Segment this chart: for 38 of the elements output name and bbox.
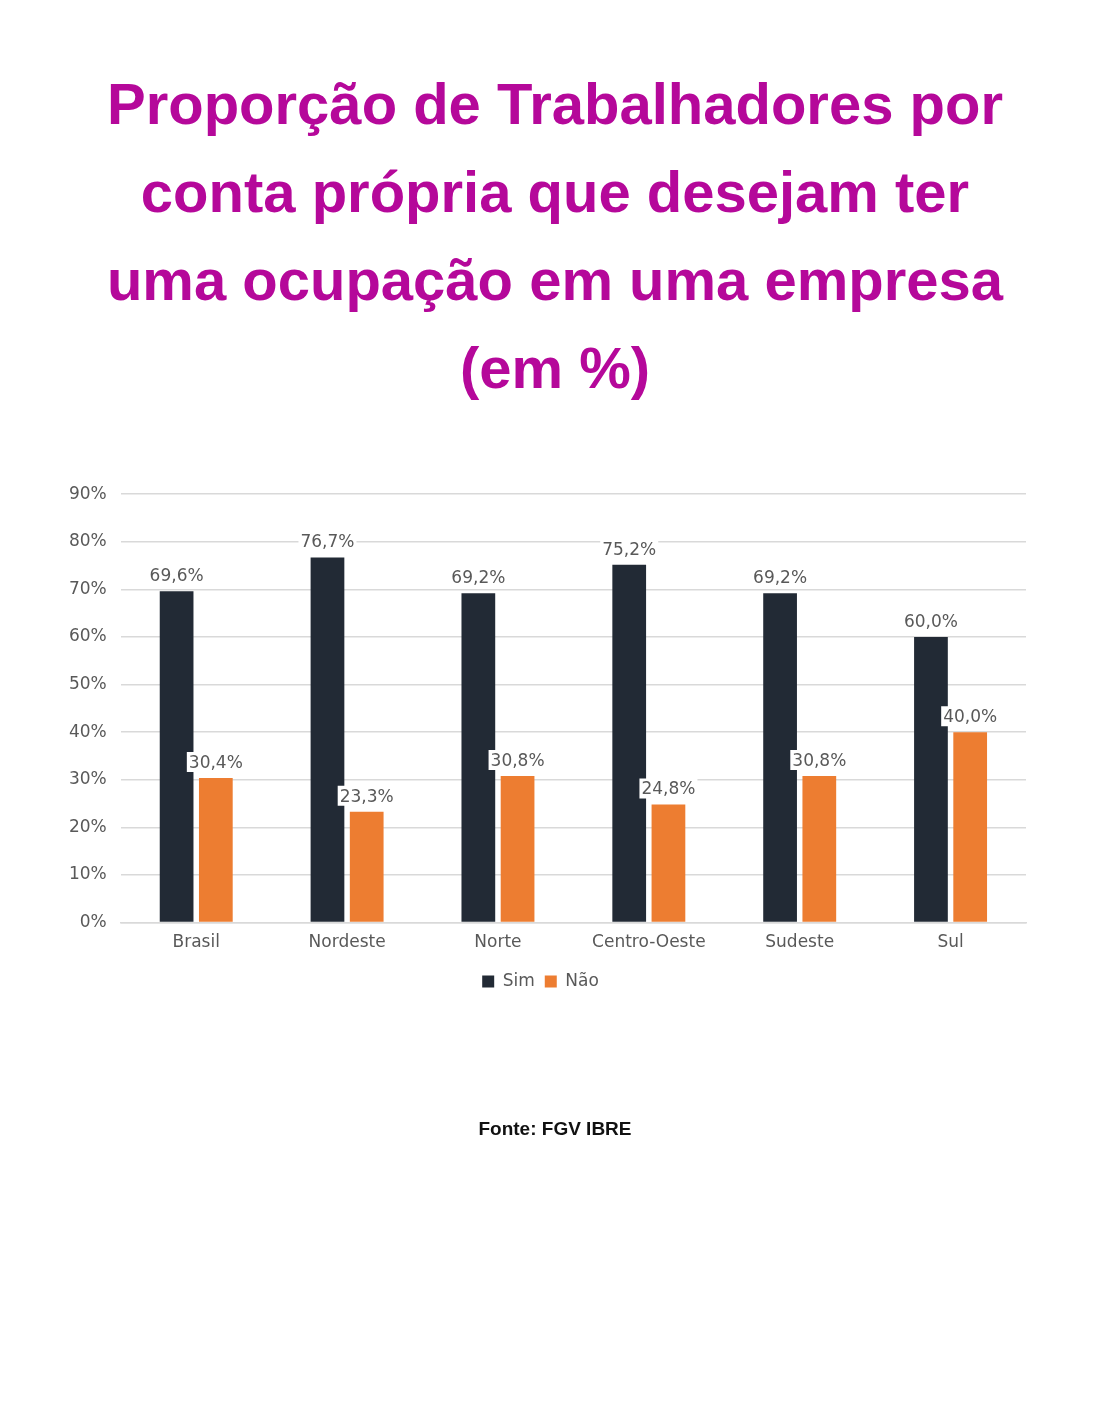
y-tick-label: 10% xyxy=(68,863,107,884)
y-tick-label: 70% xyxy=(68,577,107,598)
y-tick-label: 50% xyxy=(68,673,107,694)
data-label: 24,8% xyxy=(641,778,696,799)
x-tick-label: Sul xyxy=(937,931,964,952)
data-label: 69,2% xyxy=(753,567,808,588)
data-label: 30,4% xyxy=(188,751,243,772)
y-tick-label: 30% xyxy=(68,768,107,789)
data-label: 69,6% xyxy=(149,565,204,586)
bar xyxy=(802,775,837,922)
data-label: 30,8% xyxy=(490,749,545,770)
y-tick-label: 80% xyxy=(68,530,107,551)
y-tick-label: 0% xyxy=(79,911,107,932)
data-label: 30,8% xyxy=(792,749,847,770)
bar xyxy=(651,804,686,922)
legend-label: Sim xyxy=(502,969,535,990)
bar xyxy=(953,732,988,922)
y-tick-label: 60% xyxy=(68,625,107,646)
bar xyxy=(500,775,535,922)
data-label: 23,3% xyxy=(339,785,394,806)
x-tick-label: Nordeste xyxy=(308,931,386,952)
bar xyxy=(349,811,384,922)
x-tick-label: Centro-Oeste xyxy=(592,931,706,952)
data-label: 40,0% xyxy=(943,706,998,727)
y-tick-label: 90% xyxy=(68,482,107,503)
data-label: 60,0% xyxy=(903,610,958,631)
x-tick-label: Brasil xyxy=(172,931,220,952)
x-tick-label: Norte xyxy=(474,931,522,952)
data-label: 69,2% xyxy=(451,567,506,588)
legend-label: Não xyxy=(565,969,599,990)
chart-title: Proporção de Trabalhadores por conta própria que desejam ter uma ocupação em uma empresa (em %) xyxy=(105,70,1005,402)
bar xyxy=(198,777,233,922)
source-note: Fonte: FGV IBRE xyxy=(477,1118,633,1140)
x-tick-label: Sudeste xyxy=(765,931,835,952)
data-label: 76,7% xyxy=(300,531,355,552)
y-tick-label: 20% xyxy=(68,815,107,836)
y-tick-label: 40% xyxy=(68,720,107,741)
data-label: 75,2% xyxy=(602,538,657,559)
